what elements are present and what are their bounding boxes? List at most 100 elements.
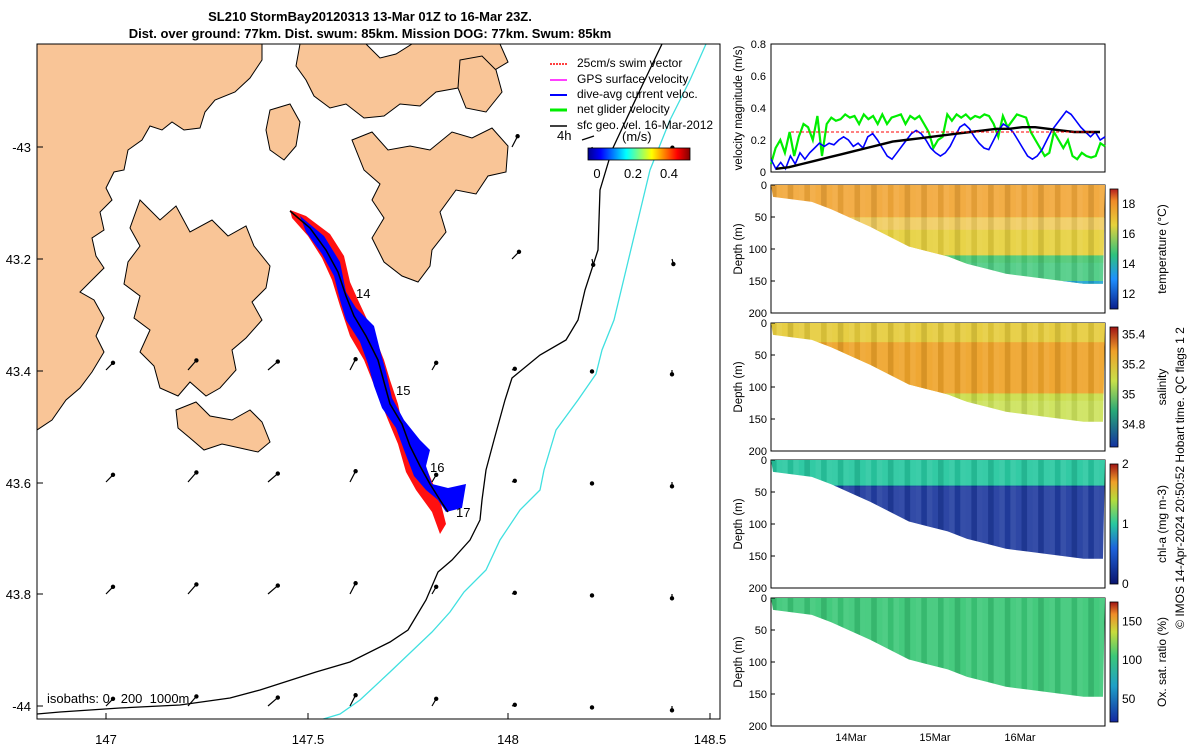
section-colorbar-tick: 12: [1122, 287, 1136, 301]
section-stripe: [1021, 185, 1028, 284]
section-stripe: [999, 460, 1005, 559]
geo-arrowhead: [110, 472, 116, 477]
section-colorbar-tick: 50: [1122, 692, 1136, 706]
section-y-tick: 150: [749, 689, 767, 701]
section-colorbar: [1109, 601, 1119, 723]
section-stripe: [971, 598, 977, 697]
section-stripe: [971, 460, 977, 559]
section-colorbar: [1109, 463, 1119, 585]
geo-arrowhead: [434, 472, 439, 477]
section-stripe: [1038, 460, 1044, 559]
section-stripe: [960, 185, 966, 284]
section-stripe: [915, 185, 922, 284]
section-stripe: [1071, 460, 1078, 559]
section-y-tick: 150: [749, 551, 767, 563]
section-stripe: [1077, 460, 1083, 559]
section-stripe: [1027, 598, 1033, 697]
section-colorbar-tick: 150: [1122, 614, 1142, 628]
section-stripe: [976, 598, 983, 697]
section-stripe: [910, 598, 916, 697]
section-panel-5: 0 50 100 150 200 Depth (m) 50 100 150 Ox. sat. ra…: [733, 593, 1169, 733]
section-stripe: [1071, 598, 1078, 697]
section-stripe: [932, 185, 938, 284]
section-stripe: [1043, 185, 1050, 284]
geo-arrowhead: [194, 358, 199, 363]
section-stripe: [1021, 598, 1028, 697]
vel-tick-0: 0: [760, 167, 766, 179]
section-y-tick: 200: [749, 721, 767, 733]
section-colorbar-tick: 14: [1122, 257, 1136, 271]
section-stripe: [926, 460, 933, 559]
section-stripe: [1038, 323, 1044, 422]
section-stripe: [910, 185, 916, 284]
section-stripe: [1099, 185, 1105, 284]
section-stripe: [932, 323, 938, 422]
section-stripe: [1077, 323, 1083, 422]
section-stripe: [1054, 460, 1061, 559]
geo-arrowhead: [589, 705, 595, 710]
section-stripe: [943, 185, 950, 284]
side-label: © IMOS 14-Apr-2024 20:50:52 Hobart time.…: [1173, 327, 1187, 629]
section-stripe: [932, 598, 938, 697]
legend-sfc-label: sfc geo. vel. 16-Mar-2012: [577, 118, 713, 132]
section-stripe: [1060, 185, 1067, 284]
colorbar-tick-0-2: 0.2: [624, 166, 642, 181]
section-stripe: [965, 460, 972, 559]
section-stripe: [988, 323, 994, 422]
section-stripe: [1043, 460, 1050, 559]
section-stripe: [1082, 598, 1089, 697]
reference-arrow: [581, 135, 595, 141]
vel-tick-0-8: 0.8: [751, 39, 766, 51]
section-stripe: [1027, 185, 1033, 284]
section-stripe: [915, 460, 922, 559]
section-stripe: [882, 323, 888, 422]
section-stripe: [1004, 323, 1011, 422]
section-y-tick: 100: [749, 657, 767, 669]
glider-current-vectors: [300, 216, 466, 512]
section-stripe: [893, 185, 900, 284]
section-stripe: [1032, 323, 1039, 422]
section-panel-2: 0 50 100 150 200 Depth (m) 12 14 16 18 temperature…: [733, 180, 1169, 320]
section-y-tick: 50: [755, 487, 767, 499]
section-colorbar-tick: 35.2: [1122, 358, 1146, 372]
section-y-ticks: 0 50 100 150 200: [749, 593, 767, 733]
section-stripe: [921, 323, 927, 422]
isobaths-label: isobaths: 0 200 1000m: [47, 691, 189, 706]
geo-arrowhead: [589, 481, 595, 486]
map-tick-marks: [37, 146, 711, 719]
section-y-tick: 200: [749, 583, 767, 595]
section-stripe: [1082, 460, 1089, 559]
section-colorbar-ticks: 12 14 16 18: [1122, 197, 1136, 301]
section-stripe: [1060, 598, 1067, 697]
vel-tick-0-4: 0.4: [751, 103, 766, 115]
section-stripe: [1054, 185, 1061, 284]
section-stripe: [1027, 460, 1033, 559]
day-label-17: 17: [456, 505, 470, 520]
geo-arrowhead: [669, 484, 675, 489]
section-stripe: [887, 460, 894, 559]
section-y-tick: 200: [749, 446, 767, 458]
map-y-tick-43-8: 43.8: [6, 587, 31, 602]
section-stripe: [899, 323, 905, 422]
section-y-tick: 50: [755, 625, 767, 637]
section-stripe: [1015, 460, 1022, 559]
vel-tick-0-6: 0.6: [751, 71, 766, 83]
section-stripe: [921, 185, 927, 284]
map-x-tick-148: 148: [497, 732, 519, 747]
section-stripe: [988, 460, 994, 559]
section-stripe: [1010, 323, 1016, 422]
section-stripe: [1066, 598, 1072, 697]
velocity-ylabel: velocity magnitude (m/s): [733, 46, 745, 171]
section-y-tick: 100: [749, 519, 767, 531]
geo-arrowhead: [669, 708, 675, 713]
section-stripe: [910, 460, 916, 559]
geo-arrowhead: [516, 249, 522, 254]
section-stripe: [949, 460, 955, 559]
geo-arrowhead: [110, 696, 116, 702]
section-stripe: [943, 323, 950, 422]
section-x-ticks: 14Mar 15Mar 16Mar: [835, 732, 1036, 744]
section-stripe: [954, 323, 961, 422]
section-colorbar: [1109, 188, 1119, 310]
